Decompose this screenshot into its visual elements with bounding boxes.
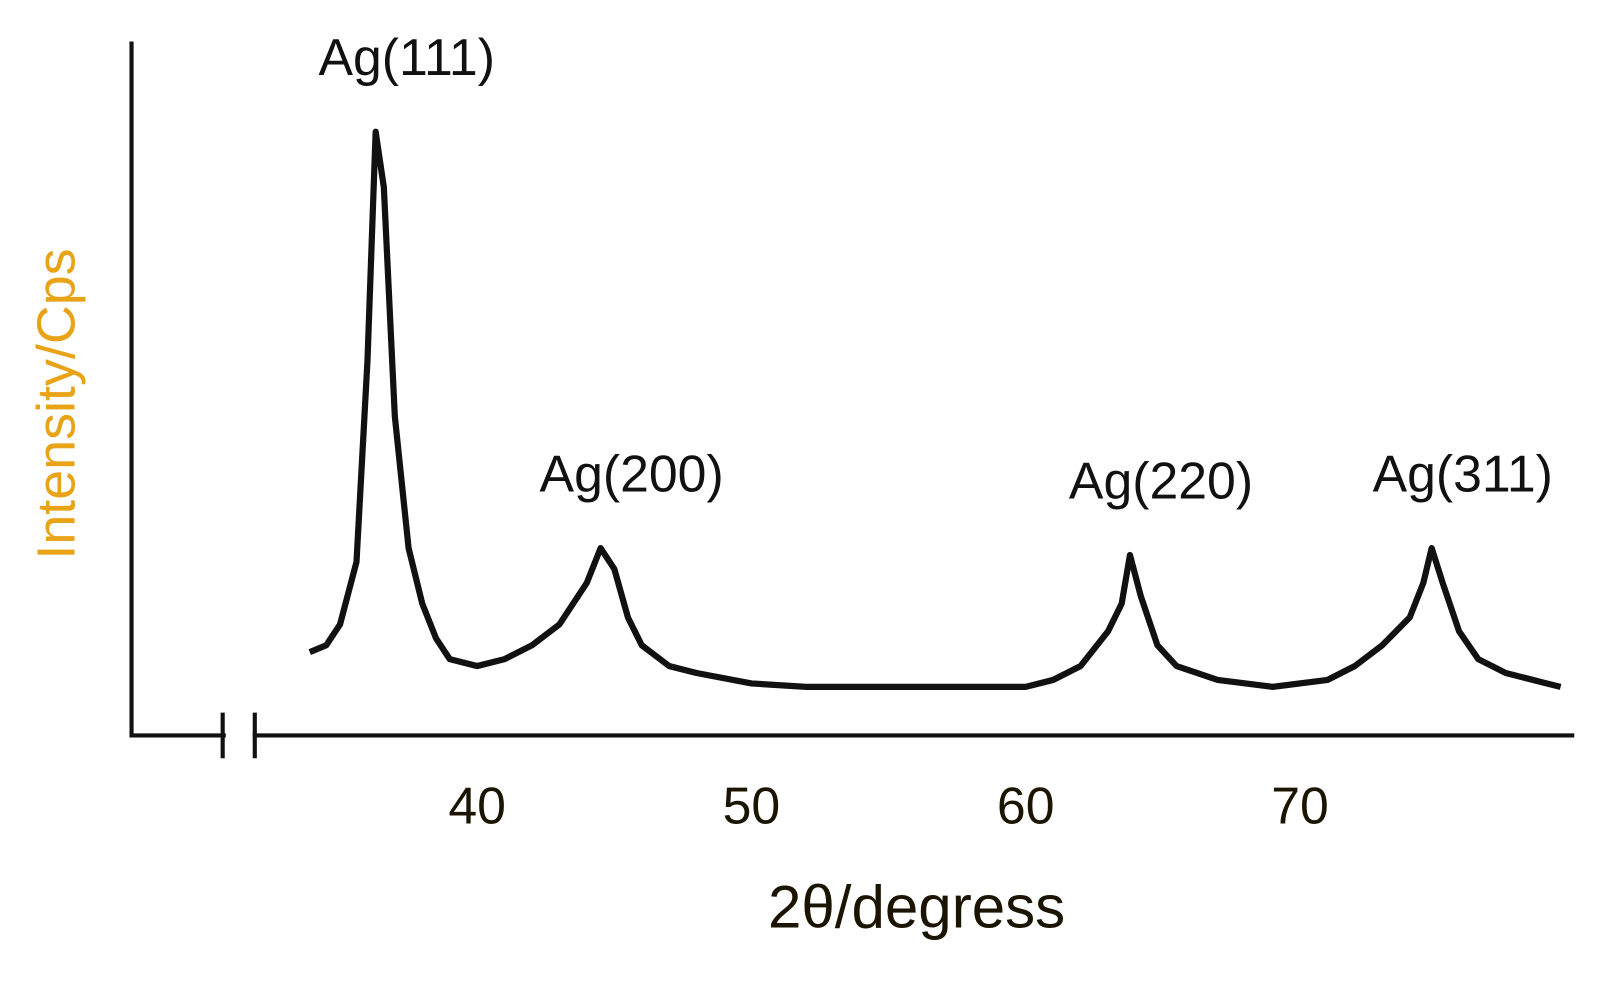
x-tick-label: 50 [723,777,781,835]
peak-annotation: Ag(311) [1373,444,1553,502]
peak-annotation: Ag(111) [318,28,494,86]
x-tick-label: 70 [1271,777,1329,835]
x-axis-label: 2θ/degress [768,873,1065,940]
axis-break-gap [225,725,253,746]
data-line [308,128,1562,690]
x-tick-label: 40 [448,777,506,835]
x-tick-label: 60 [997,777,1055,835]
peak-annotation: Ag(200) [540,444,724,502]
y-axis-label: Intensity/Cps [26,248,86,559]
peak-annotation: Ag(220) [1069,451,1253,509]
